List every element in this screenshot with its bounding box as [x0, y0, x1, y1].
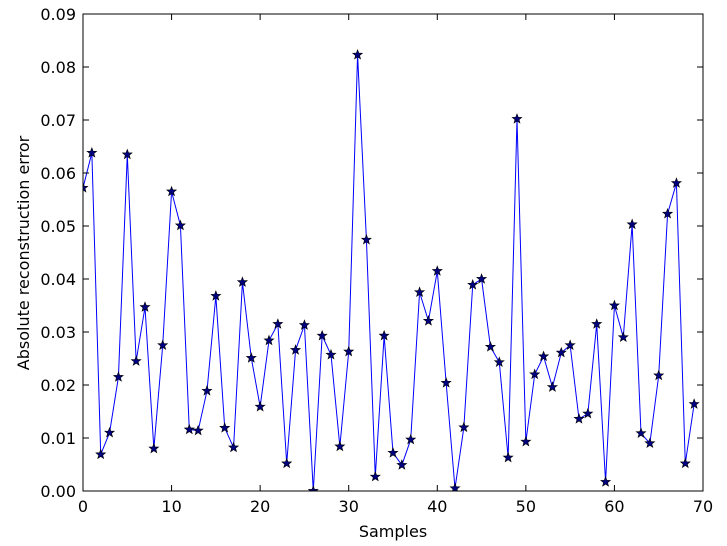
data-point: [95, 448, 107, 460]
data-point: [254, 400, 266, 412]
data-point: [360, 233, 372, 245]
data-point: [201, 384, 213, 396]
data-point: [236, 276, 248, 287]
data-point: [591, 318, 603, 329]
data-point: [369, 470, 381, 482]
plot-content: [83, 48, 700, 491]
data-point: [316, 329, 328, 341]
x-tick-label: 40: [427, 497, 447, 516]
data-point: [440, 377, 452, 388]
y-tick-label: 0.06: [40, 164, 76, 183]
data-point: [352, 48, 364, 60]
y-tick-label: 0.03: [40, 323, 76, 342]
y-tick-label: 0.02: [40, 376, 76, 395]
data-point: [290, 344, 302, 355]
data-point: [626, 218, 638, 230]
data-point: [174, 219, 186, 231]
data-point: [343, 345, 355, 357]
data-point: [245, 352, 257, 363]
data-point: [192, 424, 204, 436]
y-axis-title: Absolute reconstruction error: [14, 135, 33, 370]
x-tick-label: 10: [161, 497, 181, 516]
data-point: [546, 381, 558, 392]
data-point: [582, 407, 594, 419]
data-point: [467, 278, 479, 290]
series-group: [83, 48, 700, 491]
data-point: [139, 301, 151, 312]
data-point: [121, 148, 133, 160]
data-point: [662, 207, 674, 219]
data-point: [635, 427, 647, 438]
data-point: [520, 435, 532, 447]
data-point: [422, 315, 434, 326]
x-axis-title: Samples: [359, 522, 427, 541]
data-point: [387, 446, 399, 458]
data-point: [644, 437, 656, 449]
y-tick-label: 0.05: [40, 217, 76, 236]
data-point: [83, 181, 89, 193]
data-point: [617, 331, 629, 343]
data-point: [484, 340, 496, 352]
data-point: [148, 442, 160, 454]
series-line: [83, 54, 695, 491]
data-point: [555, 346, 567, 358]
data-point: [573, 413, 585, 424]
data-point: [608, 299, 620, 311]
data-point: [166, 185, 178, 197]
data-point: [405, 433, 417, 445]
x-tick-label: 30: [339, 497, 359, 516]
data-point: [219, 422, 231, 433]
data-point: [600, 476, 612, 487]
data-point: [564, 339, 576, 350]
data-point: [307, 485, 319, 491]
plot-frame: [82, 13, 704, 492]
data-point: [538, 350, 550, 362]
data-point: [688, 398, 700, 409]
x-tick-label: 60: [604, 497, 624, 516]
x-tick-label: 20: [250, 497, 270, 516]
data-point: [511, 113, 523, 124]
data-point: [183, 423, 195, 435]
data-point: [431, 265, 443, 276]
data-point: [112, 371, 124, 382]
data-point: [298, 319, 310, 330]
data-point: [378, 329, 390, 341]
y-tick-label: 0.04: [40, 270, 76, 289]
data-point: [396, 459, 408, 470]
y-axis: 0.00 0.01 0.02 0.03 0.04 0.05 0.06 0.07 0.08 0.09: [40, 5, 703, 501]
data-point: [281, 457, 293, 469]
data-point: [334, 440, 346, 452]
y-tick-label: 0.08: [40, 58, 76, 77]
data-point: [86, 147, 98, 158]
y-tick-label: 0.09: [40, 5, 76, 24]
data-point: [272, 318, 284, 329]
data-point: [325, 348, 337, 360]
data-point: [679, 457, 691, 469]
x-tick-label: 70: [693, 497, 713, 516]
data-point: [157, 339, 169, 350]
data-point: [458, 421, 470, 433]
data-point: [104, 426, 116, 438]
y-tick-label: 0.00: [40, 482, 76, 501]
x-axis: 0 10 20 30 40 50 60 70: [78, 14, 713, 516]
data-point: [130, 355, 142, 366]
data-point: [263, 334, 275, 346]
x-tick-label: 50: [516, 497, 536, 516]
x-tick-label: 0: [78, 497, 88, 516]
data-point: [476, 273, 488, 284]
data-point: [670, 177, 682, 188]
data-point: [414, 286, 426, 297]
data-point: [529, 368, 541, 380]
data-point: [228, 441, 240, 453]
y-tick-label: 0.07: [40, 111, 76, 130]
data-point: [449, 482, 461, 491]
data-point: [653, 369, 665, 381]
data-point: [502, 451, 514, 463]
data-point: [493, 356, 505, 367]
y-tick-label: 0.01: [40, 429, 76, 448]
data-point: [210, 290, 222, 301]
